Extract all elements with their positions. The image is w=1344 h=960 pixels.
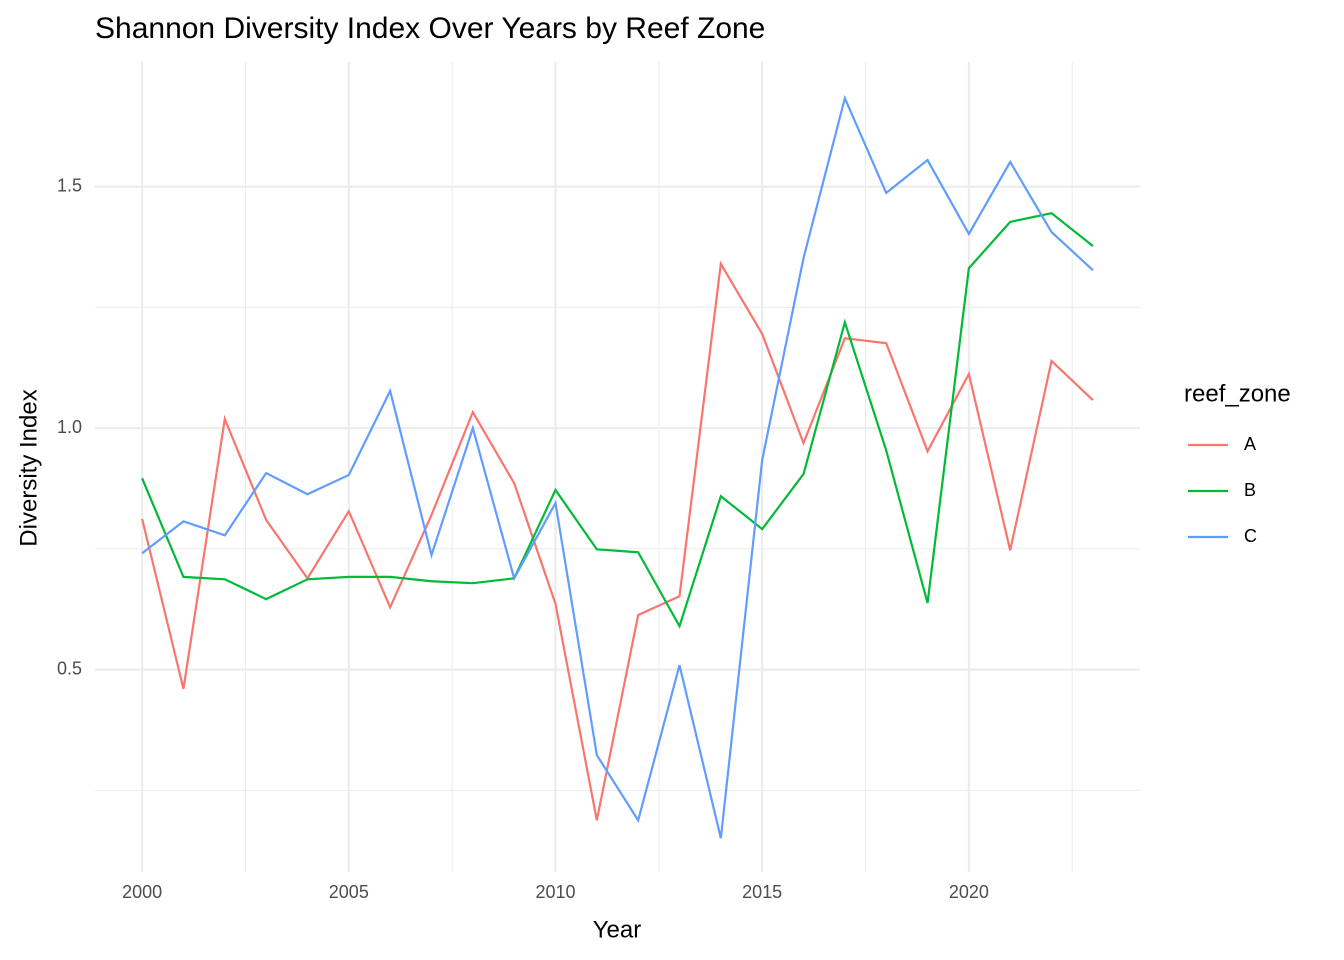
legend-label: A — [1244, 434, 1256, 454]
series-line — [141, 211, 1094, 629]
x-axis-title: Year — [593, 916, 642, 943]
y-tick-label: 1.5 — [57, 175, 82, 195]
legend-label: C — [1244, 526, 1257, 546]
y-tick-label: 0.5 — [57, 658, 82, 678]
x-tick-label: 2010 — [535, 882, 575, 902]
legend-label: B — [1244, 480, 1256, 500]
series-line — [141, 260, 1094, 821]
x-tick-label: 2020 — [949, 882, 989, 902]
legend-title: reef_zone — [1184, 380, 1291, 407]
y-axis-title: Diversity Index — [15, 389, 42, 546]
series-line — [141, 94, 1094, 839]
x-tick-label: 2000 — [122, 882, 162, 902]
x-tick-label: 2005 — [329, 882, 369, 902]
x-tick-label: 2015 — [742, 882, 782, 902]
y-tick-label: 1.0 — [57, 417, 82, 437]
chart-title: Shannon Diversity Index Over Years by Re… — [95, 12, 765, 45]
